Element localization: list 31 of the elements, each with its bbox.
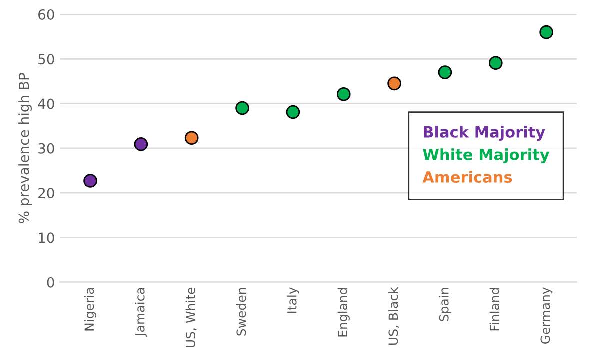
x-tick-label: Sweden <box>236 288 246 336</box>
point <box>134 137 148 152</box>
y-tick-label: 50 <box>38 54 54 65</box>
text: Black Majority <box>424 126 546 141</box>
y-tick-label: 60 <box>38 9 54 20</box>
point <box>540 25 554 40</box>
point <box>336 87 351 102</box>
point <box>388 76 402 91</box>
x-tick-label: Spain <box>439 288 452 322</box>
x-tick-label: Finland <box>490 288 500 331</box>
x-tick-label: Jamaica <box>135 288 148 338</box>
text: Americans <box>422 171 512 184</box>
x-tick-label: England <box>338 288 350 337</box>
point <box>286 105 300 120</box>
text: White Majority <box>423 148 550 164</box>
y-tick-label: 10 <box>39 232 54 244</box>
x-tick-label: Italy <box>287 288 300 314</box>
y-tick-label: 20 <box>38 188 54 199</box>
point <box>184 131 199 146</box>
x-tick-label: Germany <box>540 288 553 344</box>
point <box>438 66 452 80</box>
point <box>488 56 503 70</box>
y-axis-title: % prevalence high BP <box>18 73 32 224</box>
y-tick-label: 40 <box>38 98 54 110</box>
x-tick-label: US, White <box>186 288 197 348</box>
x-tick-label: Nigeria <box>84 288 97 331</box>
point <box>84 174 98 188</box>
y-tick-label: 30 <box>38 143 54 154</box>
x-tick-label: US, Black <box>388 287 400 345</box>
point <box>236 101 250 116</box>
y-tick-label: 0 <box>47 277 54 288</box>
